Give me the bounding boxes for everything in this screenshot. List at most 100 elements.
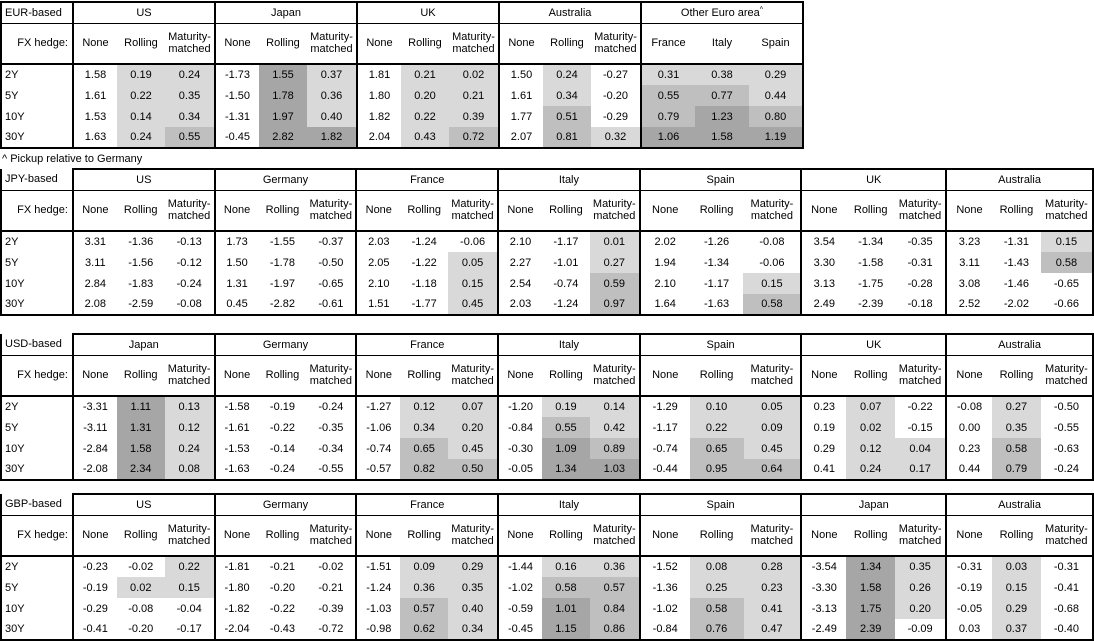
value-cell: 0.13 <box>164 396 215 417</box>
country-header-label: Germany <box>262 498 309 511</box>
country-header-label: Australia <box>998 338 1041 351</box>
col-header-none: None <box>638 190 690 232</box>
value-cell: 0.64 <box>743 459 802 481</box>
value-cell: -0.40 <box>1040 619 1094 641</box>
value-cell: -0.14 <box>269 442 295 455</box>
value-cell: 0.45 <box>448 294 499 316</box>
value-cell: 0.57 <box>589 577 640 598</box>
col-header-none: None <box>213 515 259 557</box>
value-cell: -0.17 <box>164 619 215 641</box>
col-header-maturity-matched: Maturity-matched <box>165 23 215 65</box>
value-cell: -0.19 <box>269 401 295 413</box>
row-label-30y: 30Y <box>0 294 73 316</box>
col-header-maturity-matched: Maturity-matched <box>591 23 641 65</box>
value-cell: -0.57 <box>355 459 401 481</box>
value-cell: -0.06 <box>759 256 785 269</box>
value-cell: 0.58 <box>1040 252 1094 273</box>
value-cell: 1.58 <box>116 438 165 459</box>
value-cell: 0.26 <box>895 577 947 598</box>
col-header-rolling: Rolling <box>541 190 590 232</box>
value-cell: 1.77 <box>498 106 543 127</box>
value-cell: 0.24 <box>164 438 215 459</box>
value-cell: 1.31 <box>213 273 259 294</box>
col-header-rolling: Rolling <box>846 515 896 557</box>
value-cell: -0.35 <box>907 236 933 248</box>
value-cell: -1.73 <box>214 64 259 85</box>
row-label-30y: 30Y <box>0 459 73 481</box>
country-header-label: US <box>136 6 152 19</box>
value-cell: 0.08 <box>164 459 215 481</box>
value-cell: -0.06 <box>460 236 486 248</box>
value-cell: -0.08 <box>945 396 992 417</box>
value-cell: -1.55 <box>269 236 295 248</box>
value-cell: -0.04 <box>176 602 202 615</box>
col-header-maturity-matched: Maturity-matched <box>1040 190 1094 232</box>
value-cell: 1.06 <box>640 127 695 149</box>
value-cell: 0.40 <box>448 598 499 619</box>
value-cell: 0.23 <box>743 577 802 598</box>
value-cell: 1.58 <box>846 577 896 598</box>
col-header-rolling: Rolling <box>400 515 449 557</box>
col-header-rolling: Rolling <box>400 190 449 232</box>
col-header-maturity-matched: Maturity-matched <box>307 23 357 65</box>
value-cell: 0.25 <box>689 577 744 598</box>
row-label-2y: 2Y <box>0 556 73 577</box>
col-header-rolling: Rolling <box>991 355 1041 397</box>
value-cell: -0.31 <box>907 256 933 269</box>
value-cell: 3.11 <box>71 252 117 273</box>
value-cell: 0.59 <box>589 273 640 294</box>
value-cell: 0.19 <box>800 417 847 438</box>
col-header-maturity-matched: Maturity-matched <box>449 23 499 65</box>
col-header-none: None <box>71 355 117 397</box>
value-cell: -2.39 <box>846 294 896 316</box>
value-cell: 0.79 <box>991 459 1041 481</box>
base-label: GBP-based <box>0 494 73 516</box>
value-cell: 0.77 <box>695 85 749 106</box>
col-header-none: None <box>355 190 401 232</box>
value-cell: 3.31 <box>71 231 117 252</box>
value-cell: 2.10 <box>355 273 401 294</box>
row-label-10y: 10Y <box>0 273 73 294</box>
country-header-germany: Germany <box>213 168 357 191</box>
value-cell: -0.21 <box>318 581 344 594</box>
value-cell: -0.24 <box>318 401 344 413</box>
value-cell: 0.35 <box>895 556 947 577</box>
value-cell: 2.52 <box>945 294 992 316</box>
value-cell: -0.45 <box>214 127 259 149</box>
value-cell: -0.74 <box>553 277 579 290</box>
country-header-france: France <box>355 333 499 356</box>
value-cell: -0.24 <box>176 277 202 290</box>
country-header-label: France <box>410 338 445 351</box>
value-cell: -0.55 <box>306 459 357 481</box>
value-cell: 0.50 <box>448 459 499 481</box>
value-cell: 0.29 <box>448 556 499 577</box>
value-cell: 0.24 <box>117 127 165 149</box>
value-cell: 1.80 <box>356 85 401 106</box>
value-cell: 0.15 <box>743 273 802 294</box>
value-cell: -1.63 <box>213 459 259 481</box>
col-header-france: France <box>640 23 695 65</box>
value-cell: 0.12 <box>400 396 449 417</box>
value-cell: 2.05 <box>355 252 401 273</box>
value-cell: -0.63 <box>1040 438 1094 459</box>
col-header-rolling: Rolling <box>846 355 896 397</box>
value-cell: 0.02 <box>846 417 896 438</box>
col-header-maturity-matched: Maturity-matched <box>164 355 215 397</box>
value-cell: 3.30 <box>800 252 847 273</box>
value-cell: 0.14 <box>117 106 165 127</box>
col-header-none: None <box>71 515 117 557</box>
country-header-australia: Australia <box>498 1 641 24</box>
col-header-none: None <box>945 515 992 557</box>
base-label: EUR-based <box>0 1 73 24</box>
value-cell: 0.12 <box>164 417 215 438</box>
value-cell: 0.44 <box>945 459 992 481</box>
value-cell: 0.41 <box>800 459 847 481</box>
col-header-rolling: Rolling <box>541 355 590 397</box>
value-cell: 1.03 <box>589 459 640 481</box>
country-header-label: Germany <box>262 338 309 351</box>
value-cell: 0.29 <box>749 64 804 85</box>
col-header-maturity-matched: Maturity-matched <box>895 355 947 397</box>
value-cell: -0.20 <box>602 89 629 102</box>
value-cell: -1.36 <box>638 577 690 598</box>
col-header-rolling: Rolling <box>991 190 1041 232</box>
